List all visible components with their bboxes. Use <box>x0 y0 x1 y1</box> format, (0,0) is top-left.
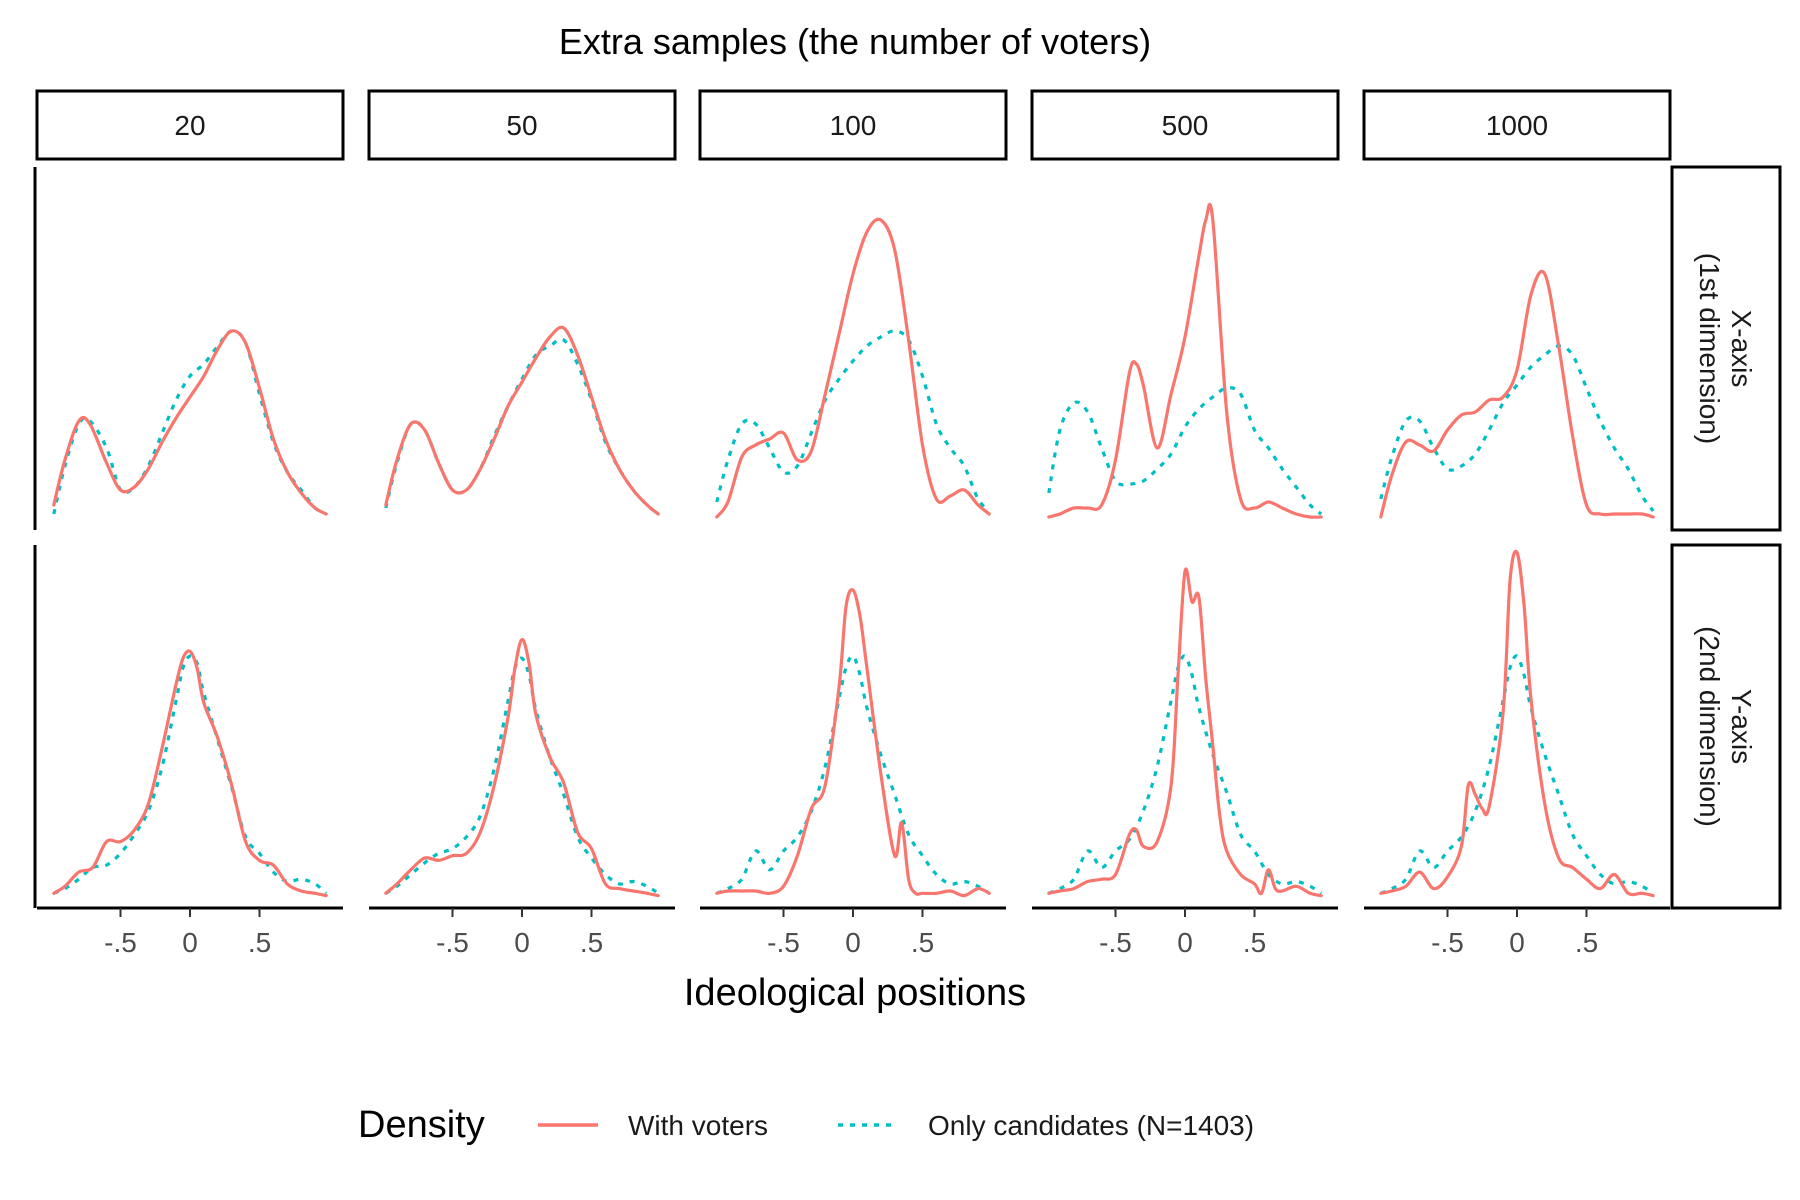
column-strip-label: 500 <box>1162 110 1209 141</box>
density-line-only-candidates <box>53 654 328 895</box>
x-axis-title: Ideological positions <box>684 972 1026 1014</box>
column-strip-label: 1000 <box>1486 110 1548 141</box>
row-strips: X-axis(1st dimension) Y-axis(2nd dimensio… <box>1670 165 1782 910</box>
x-tick-label: 0 <box>1177 927 1193 958</box>
density-line-with-voters <box>52 329 328 516</box>
x-tick-label: -.5 <box>104 927 137 958</box>
density-line-with-voters <box>1047 202 1323 519</box>
column-strip-20 <box>35 89 345 161</box>
density-line-only-candidates <box>384 656 660 895</box>
row-strip-1 <box>1670 165 1782 532</box>
panel-500-row-1 <box>1047 202 1323 519</box>
row-strip-2 <box>1670 543 1782 910</box>
axes: -.5 0 .5 -.5 0 .5 -.5 0 .5 -.5 0 .5 -.5 0 .5 <box>33 167 1670 958</box>
x-tick-label: -.5 <box>767 927 800 958</box>
density-line-only-candidates <box>52 329 327 516</box>
x-tick-label: -.5 <box>436 927 469 958</box>
column-strips: 20 50 100 500 1000 <box>35 89 1672 161</box>
column-strip-label: 50 <box>506 110 537 141</box>
row-strip-label: Y-axis(2nd dimension) <box>1694 626 1757 827</box>
x-tick-label: -.5 <box>1099 927 1132 958</box>
density-line-with-voters <box>715 217 991 519</box>
legend-label-only-candidates: Only candidates (N=1403) <box>928 1110 1254 1141</box>
column-strip-1000 <box>1362 89 1672 161</box>
density-line-only-candidates <box>1380 654 1655 895</box>
row-strip-label: X-axis(1st dimension) <box>1694 253 1757 444</box>
panel-1000-row-2 <box>1379 549 1655 898</box>
density-line-only-candidates <box>384 337 660 516</box>
x-tick-label: 0 <box>1509 927 1525 958</box>
panel-100-row-1 <box>715 217 991 519</box>
legend: Density With voters Only candidates (N=1… <box>358 1104 1254 1146</box>
density-line-with-voters <box>384 637 660 898</box>
legend-title: Density <box>358 1104 485 1146</box>
panel-20-row-1 <box>52 329 328 516</box>
x-tick-label: .5 <box>911 927 934 958</box>
density-line-with-voters <box>1047 567 1323 898</box>
column-strip-500 <box>1030 89 1340 161</box>
column-strip-100 <box>698 89 1008 161</box>
density-line-only-candidates <box>1047 386 1323 516</box>
panels <box>52 202 1655 898</box>
panel-50-row-2 <box>384 637 660 898</box>
x-tick-label: .5 <box>580 927 603 958</box>
panel-1000-row-1 <box>1379 269 1655 519</box>
density-line-only-candidates <box>716 654 991 895</box>
density-line-only-candidates <box>1379 344 1655 512</box>
column-strip-label: 100 <box>830 110 877 141</box>
density-line-with-voters <box>384 325 660 516</box>
x-tick-label: .5 <box>1243 927 1266 958</box>
panel-50-row-1 <box>384 325 660 516</box>
panel-100-row-2 <box>715 588 991 898</box>
chart-title: Extra samples (the number of voters) <box>559 21 1151 62</box>
density-line-with-voters <box>1379 549 1655 898</box>
density-line-with-voters <box>1379 269 1655 519</box>
x-tick-label: 0 <box>845 927 861 958</box>
x-tick-label: 0 <box>514 927 530 958</box>
x-tick-label: 0 <box>182 927 198 958</box>
x-tick-label: -.5 <box>1431 927 1464 958</box>
panel-20-row-2 <box>52 649 328 898</box>
column-strip-label: 20 <box>174 110 205 141</box>
panel-500-row-2 <box>1047 567 1323 898</box>
density-line-only-candidates <box>715 329 991 513</box>
column-strip-50 <box>367 89 677 161</box>
x-tick-label: .5 <box>1575 927 1598 958</box>
density-line-with-voters <box>715 588 991 898</box>
x-tick-label: .5 <box>248 927 271 958</box>
density-line-with-voters <box>52 649 328 898</box>
legend-label-with-voters: With voters <box>628 1110 768 1141</box>
density-line-only-candidates <box>1048 654 1323 895</box>
